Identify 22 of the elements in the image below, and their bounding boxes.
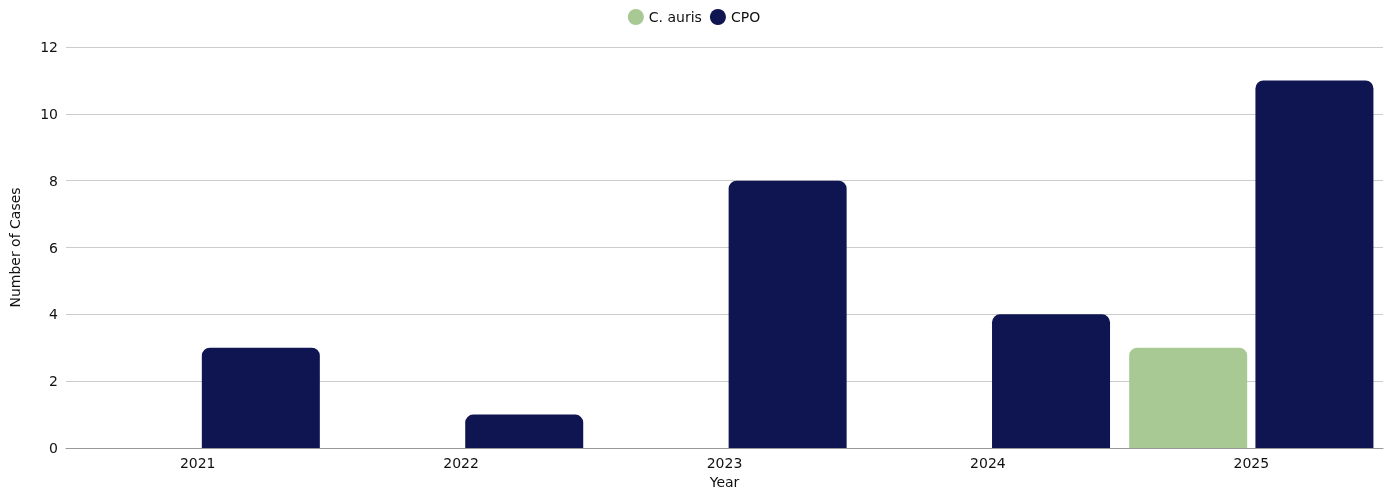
y-tick-label: 0 xyxy=(49,440,58,456)
y-tick-label: 2 xyxy=(49,373,58,390)
x-tick-label: 2024 xyxy=(970,455,1006,471)
legend-label: CPO xyxy=(730,9,761,25)
bar xyxy=(728,180,847,448)
x-axis-title: Year xyxy=(708,473,740,490)
x-tick-label: 2025 xyxy=(1233,455,1270,471)
y-tick-label: 10 xyxy=(40,105,58,122)
x-tick-label: 2022 xyxy=(443,455,479,471)
bar xyxy=(201,347,320,448)
y-tick-label: 6 xyxy=(49,239,59,256)
x-tick-label: 2021 xyxy=(179,455,216,471)
bar xyxy=(1129,347,1248,448)
bar xyxy=(465,414,584,448)
bar xyxy=(1255,80,1374,448)
y-axis-title: Number of Cases xyxy=(7,187,23,308)
y-tick-label: 4 xyxy=(49,306,59,323)
legend-label: C. auris xyxy=(648,9,702,25)
bar xyxy=(992,314,1111,448)
x-tick-label: 2023 xyxy=(706,455,743,471)
y-tick-label: 12 xyxy=(40,39,58,55)
y-tick-label: 8 xyxy=(49,172,58,189)
